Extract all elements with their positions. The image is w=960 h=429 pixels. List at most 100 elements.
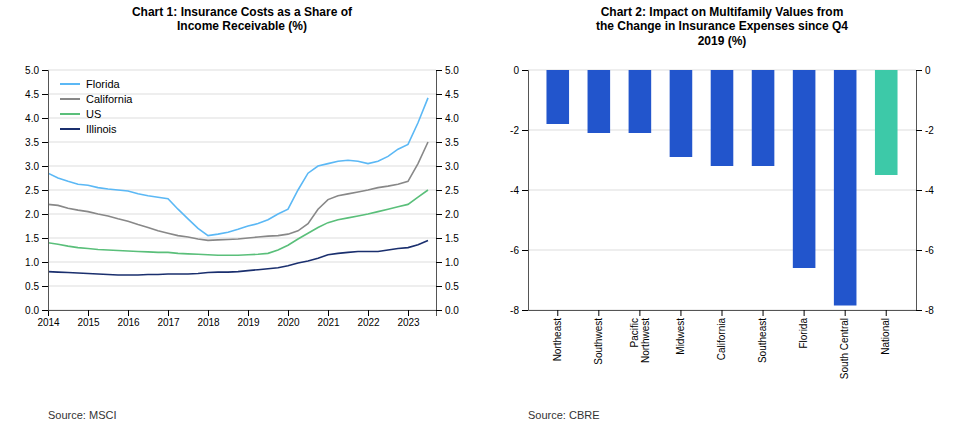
tick-label-line: National	[880, 318, 891, 355]
y2-axis-tick-label: 1.5	[445, 233, 459, 244]
x-axis-tick-label: 2019	[237, 317, 260, 328]
y-axis-tick-label: -2	[510, 125, 519, 136]
y2-axis-tick-label: -8	[925, 305, 934, 316]
y2-axis-line	[917, 71, 923, 311]
y-axis-tick: 0.0	[25, 305, 48, 316]
y-axis-tick-mark	[42, 262, 48, 263]
y-axis-tick-label: 3.0	[25, 161, 39, 172]
y2-axis-tick-mark	[436, 142, 442, 143]
y2-axis-tick-label: 5.0	[445, 65, 459, 76]
y-axis-tick-mark	[42, 214, 48, 215]
x-axis-tick-label: 2021	[317, 317, 340, 328]
y-axis-line	[42, 71, 49, 311]
x-axis-tick-mark	[288, 310, 289, 316]
legend-item: US	[60, 108, 101, 120]
grid-line	[48, 262, 436, 263]
x-axis-tick-label: California	[716, 318, 727, 361]
x-axis-tick-label: Southwest	[593, 318, 604, 365]
x-axis: NortheastSouthwestPacificNorthwestMidwes…	[529, 310, 917, 379]
x-axis-tick: Florida	[798, 310, 809, 349]
y-axis-tick: -6	[510, 245, 528, 256]
y-axis-tick: 1.0	[25, 257, 48, 268]
y-axis-tick-label: 1.0	[25, 257, 39, 268]
y2-axis-tick-mark	[436, 238, 442, 239]
y2-axis-tick-label: 3.5	[445, 137, 459, 148]
y2-axis-line	[437, 71, 443, 311]
y2-axis-tick-mark	[916, 310, 922, 311]
y2-axis-tick-mark	[436, 70, 442, 71]
y2-axis: 0-2-4-6-8	[916, 65, 934, 316]
y2-axis-tick-label: 3.0	[445, 161, 459, 172]
y-axis-tick-mark	[522, 310, 528, 311]
y2-axis-tick-mark	[916, 190, 922, 191]
x-axis-tick-mark	[408, 310, 409, 316]
y2-axis-tick-mark	[436, 310, 442, 311]
source-note: Source: CBRE	[528, 409, 600, 421]
bar	[752, 70, 775, 166]
x-axis-tick: California	[716, 310, 727, 360]
y2-axis-tick-mark	[916, 70, 922, 71]
series-line	[48, 190, 428, 255]
y2-axis-tick-label: -6	[925, 245, 934, 256]
x-axis-tick: 2014	[37, 310, 60, 328]
title-line: the Change in Insurance Expenses since Q…	[596, 19, 848, 33]
y-axis-tick-mark	[42, 286, 48, 287]
y2-axis-tick-mark	[436, 190, 442, 191]
y2-axis-tick: 4.5	[436, 89, 459, 100]
x-axis-tick: Northeast	[552, 310, 563, 361]
y-axis-tick-mark	[522, 130, 528, 131]
y2-axis-tick-label: 4.0	[445, 113, 459, 124]
series-line	[48, 240, 428, 275]
y2-axis-tick-label: 0	[925, 65, 931, 76]
x-axis-tick-mark	[639, 310, 640, 316]
x-axis-tick: 2017	[157, 310, 180, 328]
y-axis-line	[522, 71, 529, 311]
y-axis-tick: 5.0	[25, 65, 48, 76]
y2-axis-tick: 1.5	[436, 233, 459, 244]
y2-axis-tick: 2.0	[436, 209, 459, 220]
y-axis-tick-mark	[522, 250, 528, 251]
x-axis-tick-label: 2014	[37, 317, 60, 328]
y-axis-tick-label: -6	[510, 245, 519, 256]
tick-label-line: Southeast	[757, 318, 768, 363]
y2-axis-tick: -6	[916, 245, 934, 256]
x-axis-tick: 2023	[397, 310, 420, 328]
grid-line	[48, 70, 436, 71]
legend-item: Illinois	[60, 123, 117, 135]
y-axis-tick-label: 0.0	[25, 305, 39, 316]
grid-line	[48, 190, 436, 191]
tick-label-line: Midwest	[675, 318, 686, 355]
legend-label: US	[86, 108, 101, 120]
y-axis-tick-mark	[42, 310, 48, 311]
y-axis-tick-label: 0.5	[25, 281, 39, 292]
y-axis-tick-mark	[42, 70, 48, 71]
tick-label-line: South Central	[839, 318, 850, 379]
y-axis-tick: -4	[510, 185, 528, 196]
y2-axis-tick-label: 1.0	[445, 257, 459, 268]
x-axis-tick: 2018	[197, 310, 220, 328]
bar	[834, 70, 857, 306]
legend-swatch	[60, 128, 80, 130]
y-axis-tick: -8	[510, 305, 528, 316]
chart-title: Chart 2: Impact on Multifamily Values fr…	[596, 5, 848, 48]
y-axis: 0-2-4-6-8	[510, 65, 528, 316]
y2-axis-tick-mark	[916, 130, 922, 131]
legend-item: California	[60, 93, 133, 105]
grid-line	[48, 118, 436, 119]
y2-axis-tick-label: 2.5	[445, 185, 459, 196]
grid	[48, 70, 436, 310]
x-axis-tick-mark	[368, 310, 369, 316]
plot-area: 2014201520162017201820192020202120222023…	[25, 65, 459, 328]
y-axis-tick: 4.5	[25, 89, 48, 100]
bar	[711, 70, 734, 166]
y-axis-tick-label: 3.5	[25, 137, 39, 148]
y-axis-tick: 2.5	[25, 185, 48, 196]
x-axis-tick-mark	[168, 310, 169, 316]
x-axis-tick-mark	[680, 310, 681, 316]
grid-line	[48, 142, 436, 143]
grid	[528, 70, 916, 310]
y2-axis-tick-mark	[436, 262, 442, 263]
y2-axis-tick-label: 4.5	[445, 89, 459, 100]
title-line: Income Receivable (%)	[177, 19, 307, 33]
x-axis-tick: 2022	[357, 310, 380, 328]
